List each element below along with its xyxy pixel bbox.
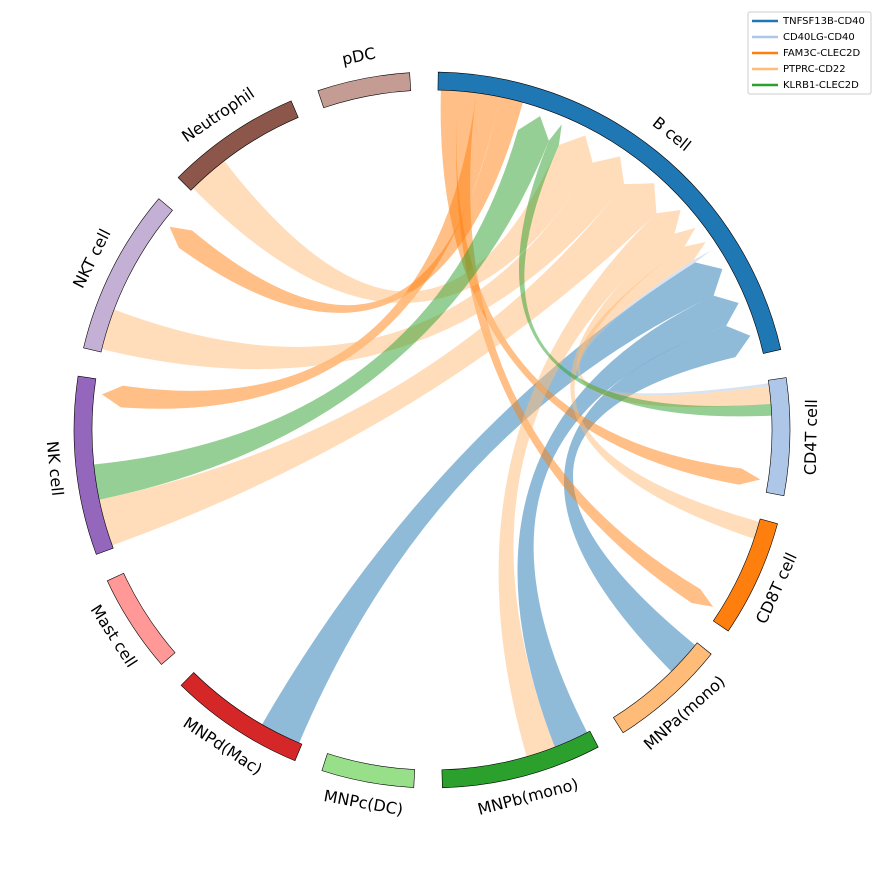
node-arc: [321, 753, 416, 788]
node-arc: [712, 518, 778, 632]
link-ribbon: [518, 124, 772, 417]
node-label: NK cell: [43, 440, 67, 497]
node-label: B cell: [649, 113, 695, 155]
node-label: MNPc(DC): [322, 786, 404, 819]
link-ribbon: [563, 325, 751, 672]
node-arc: [613, 642, 712, 734]
legend-box: [747, 11, 872, 95]
node-arc: [177, 100, 299, 191]
legend-label: PTPRC-CD22: [783, 64, 846, 75]
node-arc: [437, 71, 782, 354]
links: [93, 90, 772, 757]
legend-label: TNFSF13B-CD40: [782, 16, 865, 27]
node-arc: [317, 72, 412, 109]
node-arc: [73, 375, 114, 555]
link-ribbon: [570, 227, 760, 539]
link-ribbon: [99, 183, 657, 546]
link-ribbon: [93, 116, 549, 500]
legend-label: KLRB1-CLEC2D: [783, 80, 859, 91]
node-label: pDC: [340, 44, 377, 69]
node-arc: [441, 730, 599, 789]
node-label: CD4T cell: [801, 399, 821, 475]
node-arc: [765, 377, 791, 497]
link-ribbon: [517, 295, 739, 748]
link-ribbon: [498, 210, 681, 757]
legend-label: FAM3C-CLEC2D: [783, 48, 860, 59]
node-arc: [106, 572, 176, 665]
link-ribbon: [192, 135, 593, 304]
node-arc: [83, 198, 173, 353]
link-ribbon: [262, 262, 723, 743]
node-arc: [180, 672, 303, 762]
legend-label: CD40LG-CD40: [783, 32, 855, 43]
link-ribbon: [456, 91, 714, 607]
legend: TNFSF13B-CD40 CD40LG-CD40 FAM3C-CLEC2D PTPR…: [747, 11, 872, 95]
